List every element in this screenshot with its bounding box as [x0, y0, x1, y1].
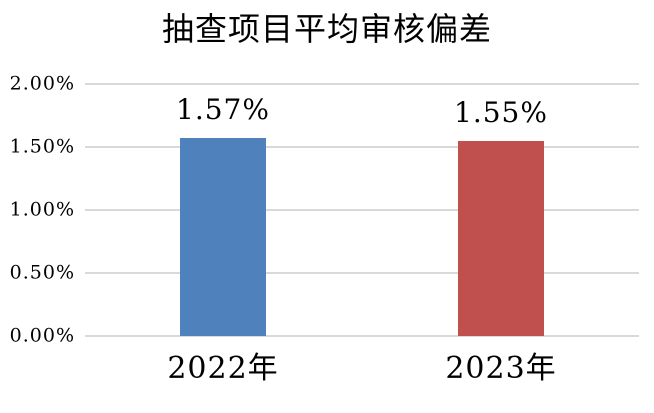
bar-group-2022: 1.57% 2022年 — [167, 84, 277, 384]
bar-2022 — [180, 138, 266, 336]
y-tick-label: 0.00% — [9, 324, 75, 347]
y-tick-label: 0.50% — [9, 261, 75, 284]
bar-value-label-2023: 1.55% — [454, 96, 548, 129]
bar-2023 — [458, 141, 544, 336]
y-tick-label: 1.00% — [9, 198, 75, 221]
gridline — [85, 146, 639, 148]
x-axis-label-2023: 2023年 — [445, 351, 557, 386]
bar-group-2023: 1.55% 2023年 — [445, 84, 555, 384]
bar-value-label-2022: 1.57% — [176, 93, 270, 126]
x-axis-line — [85, 335, 639, 337]
x-axis-label-2022: 2022年 — [167, 351, 279, 386]
gridline — [85, 272, 639, 274]
plot-area: 2.00% 1.50% 1.00% 0.50% 0.00% 1.57% 2022… — [10, 73, 639, 384]
y-tick-label: 2.00% — [9, 72, 75, 95]
chart-title: 抽查项目平均审核偏差 — [161, 10, 492, 48]
y-tick-label: 1.50% — [9, 135, 75, 158]
gridline — [85, 83, 639, 85]
gridline — [85, 209, 639, 211]
